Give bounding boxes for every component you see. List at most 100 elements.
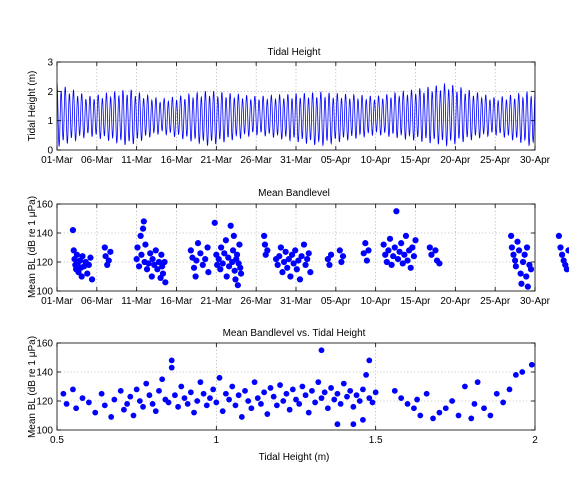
x-tick-label: 20-Apr [440,155,471,166]
tidal-scatter-point [242,387,248,394]
tidal-scatter-point [159,376,166,383]
tidal-scatter-point [254,395,261,401]
tidal-scatter-point [366,395,373,401]
panel3-ylabel: Mean BL (dB re 1 μPa) [27,336,38,438]
tidal-scatter-point [226,396,232,403]
bandlevel-point [274,261,281,268]
mean-bandlevel-panel: Mean Bandlevel Mean BL (dB re 1 μPa) 01-… [27,188,569,307]
x-tick-label: 11-Mar [121,296,153,307]
tidal-scatter-point [423,390,430,397]
tidal-scatter-point [197,379,204,386]
bandlevel-point [187,247,194,254]
bandlevel-point [264,247,271,254]
bandlevel-point [339,253,347,260]
tidal-scatter-point [296,401,303,407]
tidal-scatter-point [98,390,105,397]
tidal-scatter-point [178,383,185,390]
x-tick-label: 05-Apr [321,296,352,307]
tidal-scatter-point [273,402,280,409]
bandlevel-point [393,208,400,215]
bandlevel-point [276,253,283,260]
y-tick-label: 100 [36,426,53,437]
tidal-scatter-point [293,396,299,403]
tidal-scatter-point [487,412,494,419]
panel3-frame [56,342,536,431]
bandlevel-point [360,250,367,257]
tidal-scatter-point [350,403,357,410]
bandlevel-point [134,244,141,251]
tidal-scatter-point [277,382,283,388]
y-tick-label: 140 [36,229,53,240]
tidal-scatter-point [222,390,229,397]
tidal-scatter-point [60,390,67,397]
bandlevel-point [218,244,225,251]
tidal-scatter-point [414,396,420,403]
bandlevel-point [510,251,517,258]
x-tick-label: 30-Apr [520,296,551,307]
x-tick-label: 16-Mar [161,296,193,307]
panel3-ticks: 0.5 1 1.5 2 100 120 140 160 [36,339,538,447]
bandlevel-point [149,256,156,263]
tidal-scatter-point [172,392,178,399]
tidal-scatter-point [73,405,80,412]
tidal-scatter-point [305,409,312,416]
tidal-scatter-point [85,399,92,406]
tidal-scatter-point [130,412,137,419]
bandlevel-point [135,263,143,270]
x-tick-label: 31-Mar [280,155,312,166]
bandlevel-point [558,251,566,258]
tidal-scatter-point [315,379,322,386]
bandlevel-point [190,264,198,271]
bandlevel-point [151,261,158,268]
bandlevel-point [237,264,244,271]
tidal-scatter-point [391,387,398,394]
tidal-scatter-point [184,401,191,407]
tidal-scatter-point [70,386,76,393]
tidal-scatter-point [146,392,153,399]
bandlevel-point [194,240,202,247]
tidal-scatter-point [149,401,156,407]
bandlevel-point [296,276,304,283]
bandlevel-point [279,269,286,276]
bandlevel-point [192,273,199,280]
bandlevel-point [155,258,163,266]
tidal-scatter-point [232,402,239,409]
tidal-scatter-point [334,390,341,397]
bandlevel-point [78,273,85,280]
x-tick-label: 06-Mar [81,155,113,166]
tidal-scatter-point [245,398,252,404]
tidal-scatter-point [156,387,162,394]
y-tick-label: 120 [36,397,53,408]
panel2-points [69,208,569,290]
bandlevel-point [211,219,218,226]
y-tick-label: 0 [47,146,53,157]
bandlevel-point [159,270,167,277]
bandlevel-point [363,257,371,264]
tidal-scatter-point [133,386,140,393]
tidal-scatter-point [468,415,475,422]
tidal-scatter-point [175,403,181,410]
tidal-scatter-point [216,374,223,381]
bandlevel-point [133,256,140,263]
bandlevel-point [219,260,226,267]
tidal-scatter-point [181,395,188,401]
tidal-scatter-point [512,372,519,378]
tidal-scatter-point [152,408,159,415]
x-tick-label: 1.5 [369,435,383,446]
x-tick-label: 15-Apr [400,296,431,307]
tidal-scatter-point [187,389,194,396]
bandlevel-point [288,251,296,258]
tidal-scatter-point [124,401,131,407]
x-tick-label: 31-Mar [280,296,312,307]
bandlevel-point [508,232,515,239]
panel1-grid [57,62,535,150]
bandlevel-point [285,256,292,263]
bandlevel-vs-tidal-panel: Mean Bandlevel vs. Tidal Height Mean BL … [27,328,538,463]
bandlevel-point [407,264,414,271]
tidal-scatter-point [360,386,366,393]
bandlevel-point [148,273,155,280]
tidal-scatter-point [404,401,411,407]
bandlevel-point [292,247,299,254]
tidal-scatter-point [248,405,255,412]
